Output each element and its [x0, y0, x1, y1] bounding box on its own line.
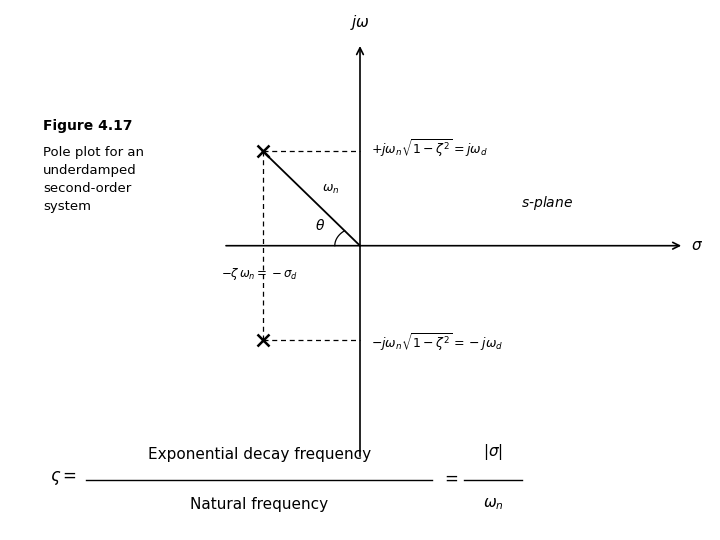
Text: $+j\omega_n\sqrt{1-\zeta^2} = j\omega_d$: $+j\omega_n\sqrt{1-\zeta^2} = j\omega_d$ — [371, 137, 487, 160]
Text: Figure 4.17: Figure 4.17 — [43, 119, 132, 133]
Text: $-\zeta\,\omega_n = -\sigma_d$: $-\zeta\,\omega_n = -\sigma_d$ — [220, 266, 298, 282]
Text: $\varsigma=$: $\varsigma=$ — [50, 469, 78, 487]
Text: Pole plot for an
underdamped
second-order
system: Pole plot for an underdamped second-orde… — [43, 146, 144, 213]
Text: $\omega_n$: $\omega_n$ — [323, 183, 340, 195]
Text: $-j\omega_n\sqrt{1-\zeta^2} = -j\omega_d$: $-j\omega_n\sqrt{1-\zeta^2} = -j\omega_d… — [371, 332, 503, 354]
Text: $s$-plane: $s$-plane — [521, 193, 573, 212]
Text: $\sigma$: $\sigma$ — [691, 238, 703, 253]
Text: $|\sigma|$: $|\sigma|$ — [483, 442, 503, 462]
Text: Natural frequency: Natural frequency — [190, 497, 328, 512]
Text: Exponential decay frequency: Exponential decay frequency — [148, 447, 371, 462]
Text: $\theta$: $\theta$ — [315, 218, 325, 233]
Text: $j\omega$: $j\omega$ — [350, 14, 370, 32]
Text: $\omega_n$: $\omega_n$ — [483, 497, 503, 512]
Text: $=$: $=$ — [441, 469, 459, 487]
